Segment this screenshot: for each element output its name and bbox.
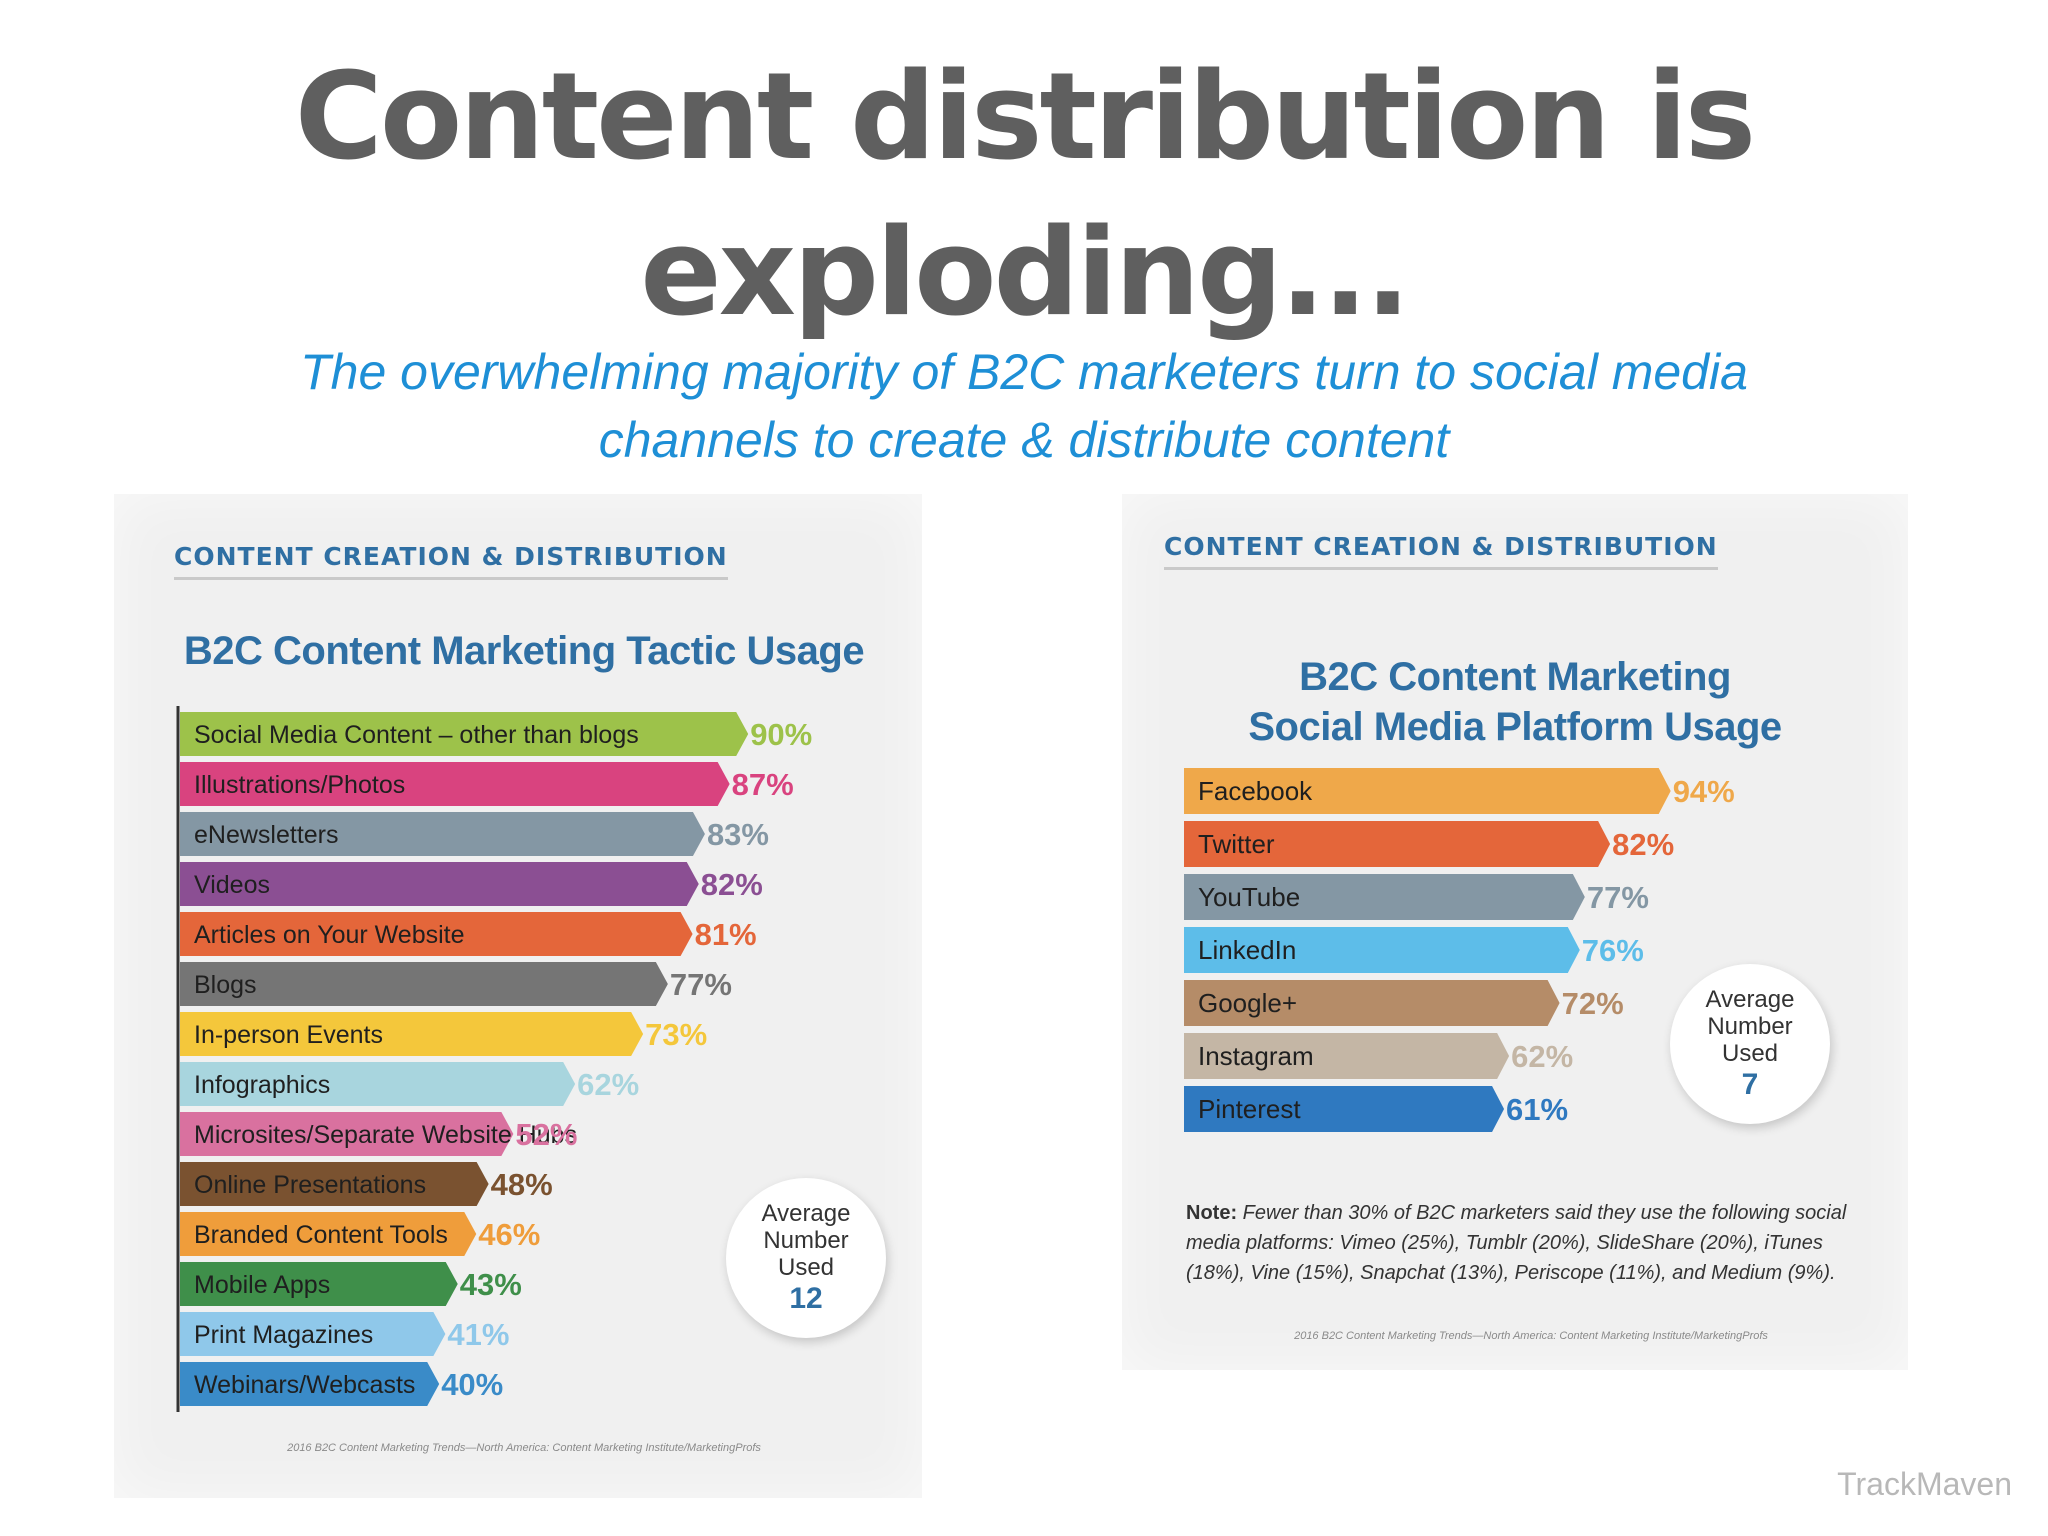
chart-source: 2016 B2C Content Marketing Trends—North … [1294,1330,1768,1342]
average-number-badge: Average Number Used 12 [726,1178,886,1338]
bar-category-label: Infographics [194,1071,330,1099]
bar-category-label: Twitter [1198,829,1275,859]
bar-value-label: 76% [1582,933,1644,968]
bar-category-label: Branded Content Tools [194,1221,448,1249]
bar-category-label: In-person Events [194,1021,383,1049]
average-value: 7 [1741,1068,1759,1101]
bar-category-label: Instagram [1198,1041,1314,1071]
bar-value-label: 73% [645,1017,707,1052]
bar-value-label: 62% [577,1067,639,1102]
bar-category-label: Facebook [1198,776,1313,806]
bar [180,1262,458,1306]
bar [180,1062,576,1106]
slide-subtitle-line-1: The overwhelming majority of B2C markete… [300,344,1748,400]
average-label-line-3: Used [777,1254,835,1281]
chart-title-line-1: B2C Content Marketing [1299,655,1731,699]
chart-title: B2C Content Marketing Tactic Usage [183,629,865,673]
slide-subtitle-line-2: channels to create & distribute content [598,412,1450,468]
bar [1184,1086,1505,1132]
bar-value-label: 52% [515,1117,577,1152]
bar [180,712,749,756]
bar-category-label: Blogs [194,971,257,999]
tactic-usage-bar-chart: Social Media Content – other than blogs 9… [176,706,812,1412]
bar-category-label: eNewsletters [194,821,339,849]
platform-usage-chart-panel: CONTENT CREATION & DISTRIBUTION B2C Cont… [1122,494,1908,1370]
slide-subtitle: The overwhelming majority of B2C markete… [0,338,2048,474]
bar-value-label: 43% [460,1267,522,1302]
chart-kicker: CONTENT CREATION & DISTRIBUTION [174,542,728,580]
tactic-usage-chart-panel: CONTENT CREATION & DISTRIBUTION B2C Cont… [114,494,922,1498]
bar [180,1112,514,1156]
bar-category-label: Mobile Apps [194,1271,330,1299]
average-label-line-1: Average [1705,986,1795,1013]
bar-category-label: YouTube [1198,882,1300,912]
note-label: Note: [1186,1202,1238,1224]
bar-category-label: Google+ [1198,988,1297,1018]
bar [1184,768,1671,814]
bar [180,762,730,806]
bar-value-label: 82% [1612,827,1674,862]
bar-value-label: 82% [701,867,763,902]
bar-value-label: 40% [441,1367,503,1402]
slide-title: Content distribution is exploding... [0,40,2048,352]
bar-category-label: Videos [194,871,270,899]
bar-value-label: 90% [750,717,812,752]
bar [1184,927,1580,973]
platform-usage-bar-chart: Facebook 94% Twitter 82% YouTube 77% LinkedIn 7… [1184,768,1735,1132]
bar-value-label: 87% [732,767,794,802]
average-number-badge: Average Number Used 7 [1670,964,1830,1124]
bar-category-label: Social Media Content – other than blogs [194,721,639,749]
chart-kicker: CONTENT CREATION & DISTRIBUTION [1164,532,1718,570]
average-label-line-3: Used [1721,1040,1779,1067]
average-label-line-1: Average [761,1200,851,1227]
average-label-line-2: Number [1707,1013,1793,1040]
bar-value-label: 77% [670,967,732,1002]
bar [180,1162,489,1206]
bar-value-label: 72% [1562,986,1624,1021]
bar-value-label: 46% [478,1217,540,1252]
bar-category-label: Print Magazines [194,1321,373,1349]
bar-value-label: 83% [707,817,769,852]
bar [180,862,699,906]
bar [1184,874,1585,920]
bar-category-label: Pinterest [1198,1094,1301,1124]
bar-value-label: 94% [1673,774,1735,809]
slide-title-line-2: exploding... [640,204,1410,343]
average-value: 12 [789,1282,823,1315]
brand-logo-text: TrackMaven [1837,1466,2012,1502]
bar [180,1312,446,1356]
bar [1184,980,1560,1026]
bar [180,1212,477,1256]
bar-category-label: Online Presentations [194,1171,426,1199]
bar [180,1362,440,1406]
bar-category-label: Articles on Your Website [194,921,465,949]
bar-value-label: 62% [1511,1039,1573,1074]
average-label-line-2: Number [763,1227,849,1254]
bar-value-label: 41% [447,1317,509,1352]
chart-source: 2016 B2C Content Marketing Trends—North … [287,1442,761,1454]
bar-category-label: LinkedIn [1198,935,1296,965]
bar [180,912,693,956]
chart-title: B2C Content Marketing Social Media Platf… [1142,652,1888,752]
bar [1184,821,1611,867]
bar-category-label: Microsites/Separate Website Hubs [194,1121,577,1149]
note-text: Fewer than 30% of B2C marketers said the… [1186,1202,1847,1284]
bar [180,812,705,856]
bar-value-label: 48% [491,1167,553,1202]
bar [180,962,668,1006]
bar [1184,1033,1510,1079]
bar-category-label: Webinars/Webcasts [194,1371,415,1399]
bar-value-label: 77% [1587,880,1649,915]
bar [180,1012,644,1056]
chart-note: Note: Fewer than 30% of B2C marketers sa… [1186,1198,1876,1288]
bar-value-label: 61% [1506,1092,1568,1127]
slide-title-line-1: Content distribution is [294,48,1756,187]
chart-title-line-2: Social Media Platform Usage [1248,705,1782,749]
bar-category-label: Illustrations/Photos [194,771,405,799]
bar-value-label: 81% [695,917,757,952]
